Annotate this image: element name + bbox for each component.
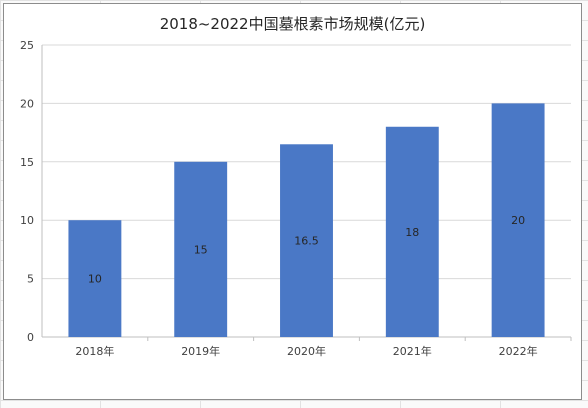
plot-area: 0 5 10 15 20 25 10 2018年 15 2019年 16.5 2020年 18 2021年… [20, 39, 572, 358]
data-label: 10 [88, 273, 102, 286]
bar [68, 220, 122, 337]
y-tick-label: 25 [20, 39, 34, 52]
bar [174, 161, 228, 337]
y-tick-label: 15 [20, 156, 34, 169]
data-label: 16.5 [294, 235, 319, 248]
bar [280, 144, 333, 337]
y-tick-label: 20 [20, 97, 34, 110]
bar [385, 126, 439, 337]
x-tick-label: 2022年 [499, 344, 538, 358]
y-tick-label: 0 [27, 331, 34, 344]
y-tick-label: 5 [27, 273, 34, 286]
x-tick-label: 2020年 [287, 344, 326, 358]
x-tick-label: 2019年 [181, 344, 220, 358]
data-label: 15 [194, 243, 208, 256]
bar [491, 103, 545, 338]
data-label: 18 [405, 226, 419, 239]
chart-area[interactable]: 2018~2022中国墓根素市场规模(亿元) 0 5 10 15 20 25 10 2018年… [3, 3, 582, 400]
x-tick-label: 2018年 [75, 344, 114, 358]
x-tick-label: 2021年 [393, 344, 432, 358]
chart-title: 2018~2022中国墓根素市场规模(亿元) [159, 15, 426, 33]
y-tick-label: 10 [20, 214, 34, 227]
data-label: 20 [511, 214, 525, 227]
